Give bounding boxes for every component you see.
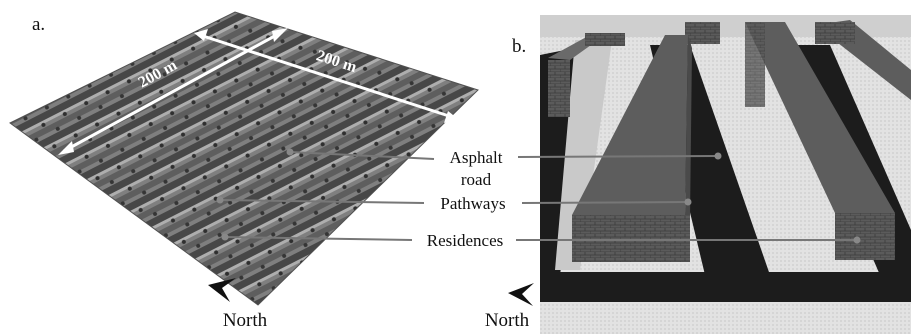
panel-label: a. [32,14,45,35]
model-rendering [540,15,911,334]
callout-label: Asphalt [450,148,503,167]
north-arrow [508,283,534,306]
panel-label: b. [512,36,526,57]
north-label: North [485,310,530,331]
callout-label: Pathways [440,194,505,213]
north-label: North [223,310,268,331]
callout-label: road [461,170,492,189]
callout-label: Residences [427,231,503,250]
figure: 200 m 200 m a. b. [0,0,911,334]
